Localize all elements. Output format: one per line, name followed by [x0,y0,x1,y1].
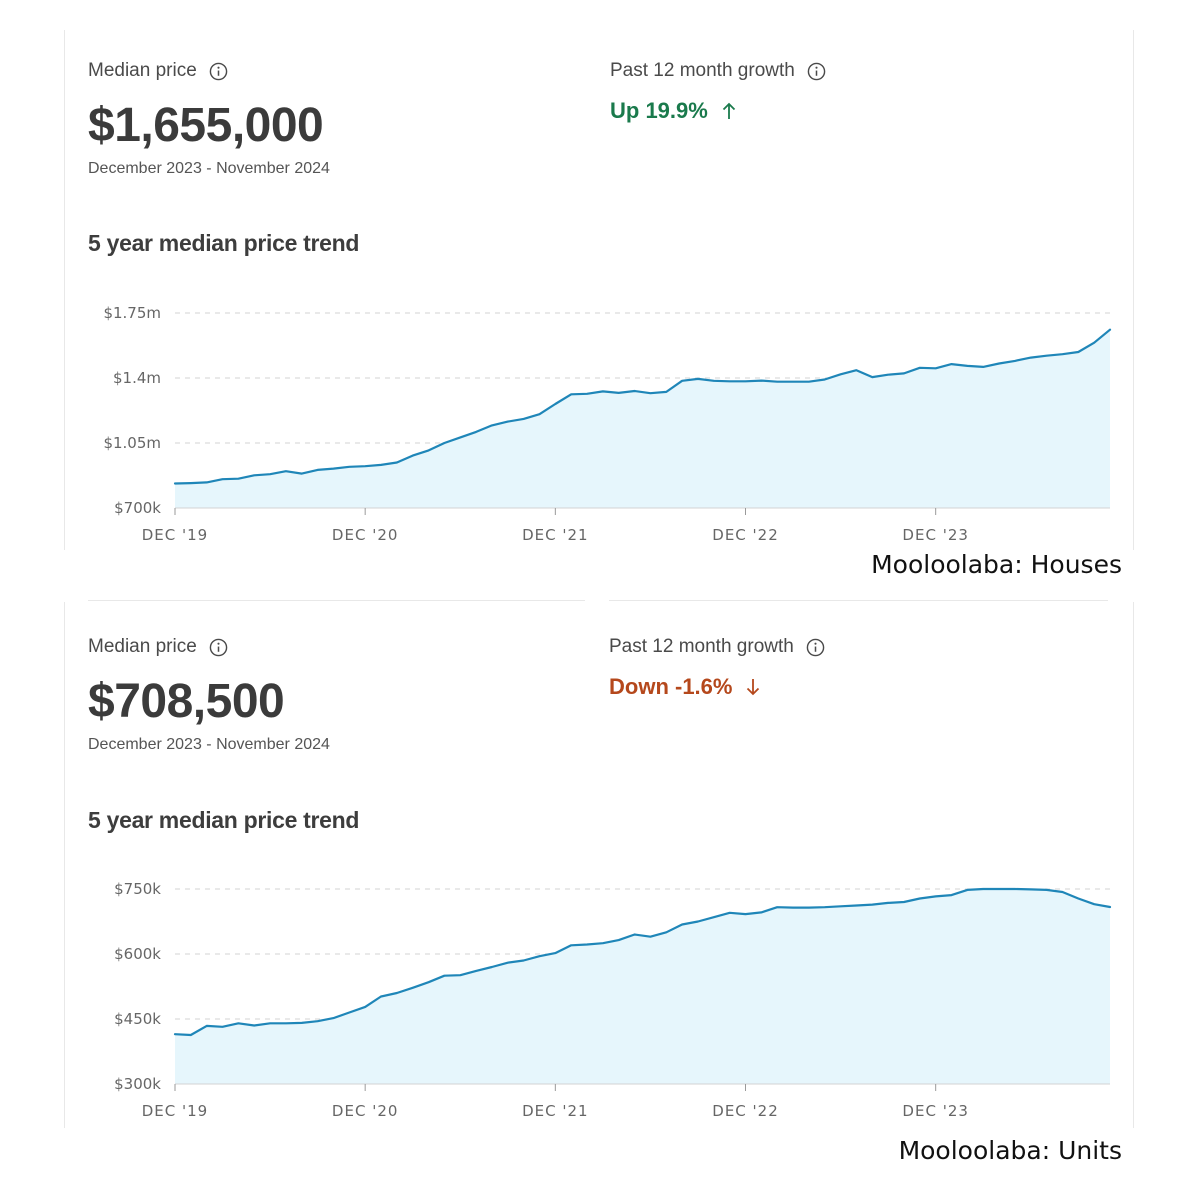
y-tick-label: $300k [114,1075,161,1093]
x-tick-label: DEC '20 [332,1102,398,1120]
growth-label-text: Past 12 month growth [610,60,795,81]
y-tick-label: $600k [114,945,161,963]
houses-panel: Median price $1,655,000 December 2023 - … [0,0,1200,579]
price-area [175,329,1110,508]
trend-title: 5 year median price trend [88,807,360,833]
growth-label: Past 12 month growth [610,60,826,82]
units-panel: Median price $708,500 December 2023 - No… [0,576,1200,1165]
growth-value: Down -1.6% [609,674,762,700]
divider-line [88,600,585,601]
median-price-label: Median price [88,636,228,658]
y-tick-label: $700k [114,499,161,517]
arrow-up-icon [722,102,735,119]
growth-label-text: Past 12 month growth [609,636,794,657]
x-tick-label: DEC '21 [522,526,588,544]
card-border-right [1133,602,1134,1128]
y-tick-label: $1.4m [113,369,161,387]
card-border-left [64,30,65,550]
info-icon[interactable] [209,638,228,657]
median-price-value: $708,500 [88,675,285,728]
x-tick-label: DEC '19 [142,526,208,544]
card-border-right [1133,30,1134,550]
median-price-label-text: Median price [88,60,197,81]
x-tick-label: DEC '19 [142,1102,208,1120]
growth-label: Past 12 month growth [609,636,825,658]
x-tick-label: DEC '23 [902,1102,968,1120]
price-area [175,889,1110,1084]
x-tick-label: DEC '20 [332,526,398,544]
y-tick-label: $450k [114,1010,161,1028]
growth-value: Up 19.9% [610,98,738,124]
growth-value-text: Up 19.9% [610,98,708,123]
median-price-label-text: Median price [88,636,197,657]
card-border-left [64,602,65,1128]
arrow-down-icon [747,679,760,696]
divider-line [609,600,1108,601]
x-tick-label: DEC '22 [712,1102,778,1120]
median-price-period: December 2023 - November 2024 [88,736,330,753]
price-line [173,328,1112,485]
x-tick-label: DEC '21 [522,1102,588,1120]
median-price-label: Median price [88,60,228,82]
trend-title: 5 year median price trend [88,230,360,256]
y-tick-label: $1.05m [103,434,161,452]
growth-value-text: Down -1.6% [609,674,733,699]
info-icon[interactable] [807,62,826,81]
median-price-value: $1,655,000 [88,99,324,152]
x-tick-label: DEC '22 [712,526,778,544]
median-price-period: December 2023 - November 2024 [88,160,330,177]
price-line [173,887,1112,1037]
y-tick-label: $1.75m [103,304,161,322]
chart-caption: Mooloolaba: Houses [871,550,1122,579]
y-tick-label: $750k [114,880,161,898]
chart-caption: Mooloolaba: Units [898,1136,1122,1165]
info-icon[interactable] [806,638,825,657]
info-icon[interactable] [209,62,228,81]
units-price-chart: $300k $450k $600k $750k DEC '19 DEC '20 DEC '2… [114,880,1112,1120]
x-tick-label: DEC '23 [902,526,968,544]
houses-price-chart: $700k $1.05m $1.4m $1.75m DEC '19 DEC '20 DEC … [103,304,1112,544]
